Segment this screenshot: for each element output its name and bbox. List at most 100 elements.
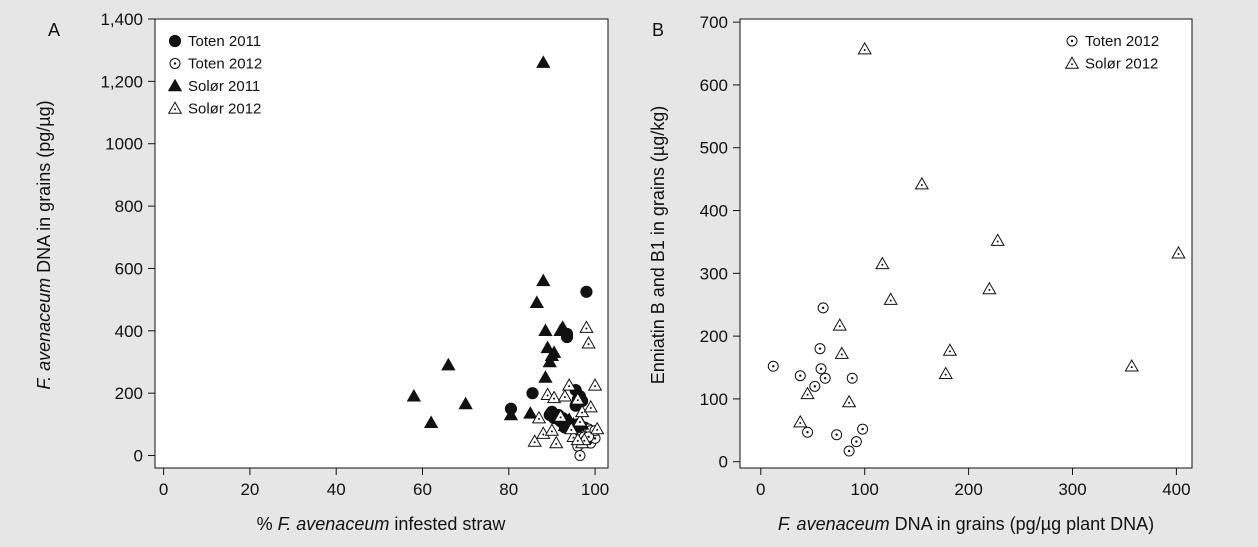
panel-a-point-sol-r-2011 [441,357,456,371]
panel-a-legend-label: Toten 2011 [188,33,261,50]
point-center-dot [840,353,843,356]
panel-b-point-sol-r-2012 [883,292,898,305]
panel-a-point-sol-r-2011 [523,406,538,419]
point-center-dot [555,442,558,445]
point-center-dot [824,377,827,380]
point-center-dot [1071,63,1073,66]
point-center-dot [589,406,592,409]
panel-b-point-sol-r-2012 [832,318,847,331]
point-center-dot [572,436,575,439]
panel-a-x-axis-label: % F. avenaceum infested straw [257,514,507,534]
panel-b-point-sol-r-2012 [990,233,1005,246]
point-center-dot [587,435,590,439]
panel-b-points [767,41,1186,457]
panel-a-point-sol-r-2011 [542,354,557,368]
panel-a-point-sol-r-2012 [587,378,603,391]
panel-b-y-tick-label: 400 [700,202,728,221]
panel-a: A 0 20 40 60 80 100020040060080010001,2001,40… [34,10,609,534]
panel-a-y-tick-label: 800 [115,197,143,216]
point-center-dot [889,299,892,302]
point-center-dot [173,62,177,65]
panel-b-point-sol-r-2012 [857,41,872,55]
panel-b-point-sol-r-2012 [800,386,815,400]
point-center-dot [559,416,562,419]
panel-b-point-sol-r-2012 [982,281,997,295]
point-center-dot [799,421,802,424]
panel-b-y-tick-label: 600 [700,76,728,95]
panel-a-point-sol-r-2012 [570,432,585,446]
panel-a-point-sol-r-2012 [553,409,568,422]
panel-a-point-sol-r-2011 [538,323,553,337]
panel-b-legend-marker [1064,56,1080,69]
panel-a-point-sol-r-2011 [423,415,439,429]
panel-a-point-sol-r-2012 [590,421,605,435]
panel-a-legend-label: Solør 2011 [188,78,260,95]
point-center-dot [550,430,553,433]
point-center-dot [818,347,822,350]
panel-a-point-sol-r-2011 [503,407,519,421]
panel-b-point-sol-r-2012 [875,256,890,270]
point-center-dot [806,431,809,434]
panel-a-points [406,55,605,462]
point-center-dot [568,385,571,388]
panel-a-point-sol-r-2012 [579,320,594,333]
panel-b-point-sol-r-2012 [834,346,849,359]
point-center-dot [819,367,823,370]
panel-a-x-tick-label: 40 [327,480,346,499]
panel-a-point-sol-r-2011 [458,396,473,410]
panel-a-x-tick-label: 20 [240,480,259,499]
point-center-dot [581,411,584,414]
panel-a-legend-marker [167,78,183,92]
point-center-dot [861,427,864,431]
point-center-dot [806,393,809,396]
panel-b-x-tick-label: 0 [756,480,765,499]
panel-a-point-sol-r-2012 [581,335,596,349]
panel-a-point-sol-r-2012 [572,413,588,427]
point-center-dot [948,350,951,353]
panel-a-x-tick-label: 80 [499,480,518,499]
point-center-dot [799,374,802,377]
panel-b-point-sol-r-2012 [793,414,808,428]
panel-a-letter: A [48,20,60,40]
point-center-dot [553,397,556,400]
panel-b-y-tick-label: 0 [719,453,728,472]
point-center-dot [988,288,991,291]
panel-a-point-toten-2011 [526,387,539,400]
point-center-dot [772,365,775,368]
panel-a-legend: Toten 2011 Toten 2012 Solør 2011 Solør 2012 [167,33,262,118]
point-center-dot [585,327,588,330]
panel-a-legend-label: Toten 2012 [188,56,262,73]
panel-a-point-sol-r-2012 [544,423,560,436]
point-center-dot [537,417,540,420]
point-center-dot [944,373,947,376]
panel-b-letter: B [652,20,664,40]
panel-b-point-sol-r-2012 [1171,245,1186,259]
panel-b-y-axis-label: Enniatin B and B1 in grains (µg/kg) [648,106,668,385]
panel-a-y-tick-label: 0 [134,447,143,466]
point-center-dot [533,441,536,444]
point-center-dot [174,108,176,111]
panel-a-point-sol-r-2012 [549,435,564,449]
panel-a-x-tick-label: 100 [581,480,609,499]
point-center-dot [563,396,566,399]
panel-b-ticks: 0 100 200 300 400 0 100 200 300 400 500 600 700 [700,13,1191,499]
panel-b-x-axis-label: F. avenaceum DNA in grains (pg/µg plant … [778,514,1154,534]
panel-b-x-tick-label: 200 [954,480,982,499]
point-center-dot [847,449,851,453]
panel-a-point-toten-2011 [580,285,593,298]
point-center-dot [576,439,579,442]
panel-a-legend-marker [167,101,183,114]
point-center-dot [881,263,884,266]
panel-b-y-tick-label: 500 [700,139,728,158]
point-center-dot [848,401,851,404]
panel-a-point-sol-r-2012 [531,410,547,424]
panel-a-point-sol-r-2011 [536,273,551,287]
panel-a-x-tick-label: 0 [159,480,168,499]
panel-a-point-sol-r-2011 [529,295,544,308]
panel-a-point-sol-r-2011 [555,320,570,333]
panel-b-point-sol-r-2012 [841,394,857,408]
panel-b-legend-label: Toten 2012 [1085,33,1159,50]
panel-b-x-tick-label: 300 [1058,480,1086,499]
